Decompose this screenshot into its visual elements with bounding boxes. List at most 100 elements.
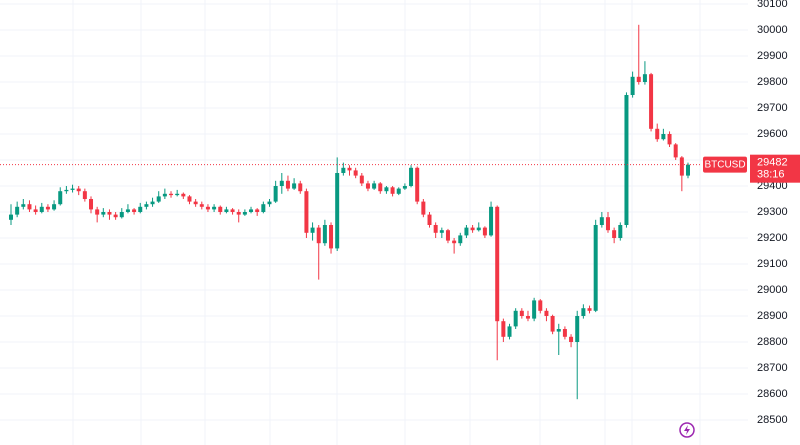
candle-body [470,227,475,231]
countdown-label: 38:16 [757,169,785,181]
candle-body [507,326,512,337]
candle-body [310,227,315,233]
candle-body [76,188,81,192]
candle-body [205,206,210,210]
y-tick-label: 28700 [757,362,788,374]
candle-body [95,209,100,215]
candle-body [433,225,438,233]
candle-body [230,209,235,212]
candle-body [236,212,241,215]
candle-body [242,212,247,215]
candle-body [513,310,518,327]
candle-body [261,204,266,212]
candle-body [9,214,13,220]
candle-body [525,316,530,319]
candle-body [273,186,278,202]
candle-body [532,300,537,319]
candle-body [476,227,481,231]
candle-body [519,310,524,316]
candle-body [132,209,137,212]
candle-body [575,316,580,342]
candle-body [372,183,377,189]
candle-body [64,189,69,192]
candle-body [335,173,340,249]
candle-body [162,193,167,197]
candle-body [384,187,389,192]
y-tick-label: 28800 [757,336,788,348]
candle-body [249,209,254,212]
candle-body [396,188,401,194]
candle-body [458,235,463,244]
candle-body [538,300,543,311]
candle-body [347,167,352,171]
y-tick-label: 29200 [757,232,788,244]
candle-body [175,193,180,196]
y-tick-label: 29100 [757,258,788,270]
price-tag [750,154,800,183]
candle-body [464,227,469,236]
candle-body [587,308,592,311]
candle-body [27,204,32,210]
candle-body [415,167,420,202]
candle-body [642,74,647,82]
symbol-tag [703,156,747,173]
y-tick-label: 28600 [757,388,788,400]
y-tick-label: 30100 [757,0,788,10]
candle-body [39,206,44,212]
candle-body [267,201,272,205]
candle-body [21,204,26,207]
candle-body [489,206,494,236]
candle-body [89,199,94,210]
candle-body [544,310,549,316]
candle-body [255,209,260,212]
icon-ring [679,422,695,438]
candle-body [562,329,567,337]
candle-body [353,170,358,176]
candle-body [445,230,450,241]
y-tick-label: 29800 [757,76,788,88]
candle-body [378,183,383,192]
candle-body [138,206,143,212]
candle-body [605,217,610,231]
candle-body [599,217,604,225]
candle-body [33,209,38,212]
candle-body [501,321,506,337]
candle-body [409,167,414,186]
last-price-label: 29482 [757,157,788,169]
candle-body [82,191,87,199]
candle-body [452,240,457,244]
candle-body [612,230,617,238]
candle-body [421,201,426,215]
y-tick-label: 29300 [757,206,788,218]
candle-body [224,209,229,212]
candle-body [45,206,50,210]
time-grid [72,0,701,445]
y-tick-label: 28500 [757,414,788,426]
candle-body [101,212,106,215]
candle-body [390,187,395,194]
candle-body [304,191,309,233]
y-tick-label: 29900 [757,50,788,62]
candle-body [329,225,334,249]
candle-body [667,134,672,145]
candle-body [169,193,174,196]
y-tick-label: 30000 [757,24,788,36]
candles [9,24,690,400]
candle-body [58,191,63,205]
candle-body [482,227,487,236]
y-tick-label: 29600 [757,128,788,140]
candle-body [341,167,346,173]
y-tick-label: 28900 [757,310,788,322]
candle-body [550,316,555,332]
candle-body [15,206,20,215]
candle-body [199,204,204,207]
candle-body [212,206,217,210]
candle-body [279,180,284,186]
candle-body [618,225,623,238]
replay-icon[interactable] [679,422,695,438]
candle-body [581,308,586,316]
candle-body [495,206,500,322]
candle-body [181,193,186,197]
candle-body [52,204,57,210]
